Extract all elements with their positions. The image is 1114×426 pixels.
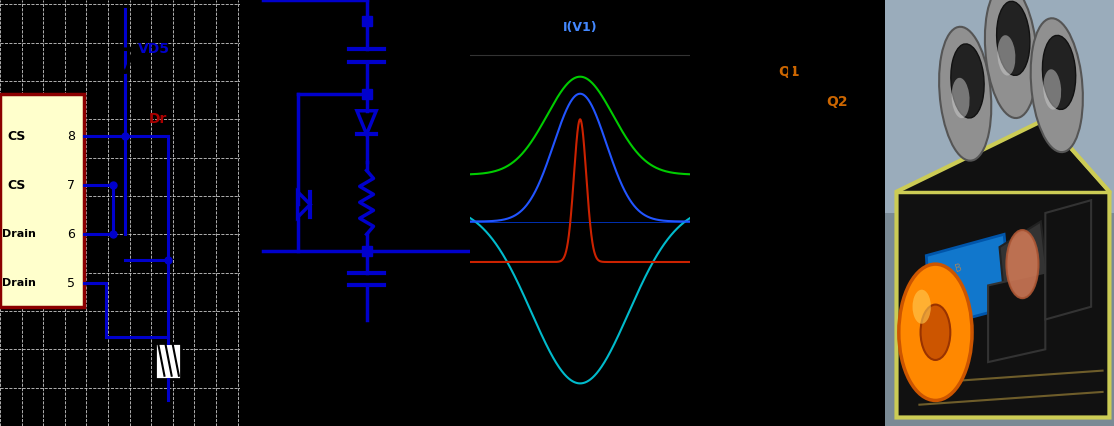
Text: I(V1): I(V1) [563, 21, 597, 34]
Ellipse shape [1043, 35, 1076, 109]
Circle shape [899, 264, 973, 400]
Polygon shape [999, 222, 1049, 320]
Text: 6: 6 [67, 228, 75, 241]
Text: D6: D6 [390, 116, 413, 131]
Ellipse shape [1030, 18, 1083, 152]
Text: VD5: VD5 [138, 42, 170, 56]
Circle shape [912, 290, 931, 324]
Bar [885, 213, 1114, 426]
Text: 10μ: 10μ [390, 52, 422, 67]
Text: LED: LED [809, 146, 829, 155]
Ellipse shape [997, 1, 1030, 75]
Text: {Rvf}: {Rvf} [390, 198, 436, 211]
Ellipse shape [939, 27, 991, 161]
Text: 10μ: 10μ [390, 291, 422, 306]
Text: B: B [954, 263, 962, 274]
Text: CS: CS [7, 179, 26, 192]
Text: D5: D5 [319, 197, 342, 212]
Bar [885, 0, 1114, 213]
Polygon shape [1045, 200, 1091, 320]
Bar [155, 343, 182, 379]
Text: Q1: Q1 [778, 66, 800, 79]
Ellipse shape [951, 44, 984, 118]
Text: CS: CS [7, 130, 26, 143]
Text: 5: 5 [67, 277, 75, 290]
Polygon shape [810, 258, 824, 283]
Text: Q2: Q2 [827, 95, 848, 109]
Bar [0, 94, 84, 307]
Circle shape [920, 305, 950, 360]
Polygon shape [988, 273, 1045, 362]
Text: R1: R1 [390, 176, 412, 191]
Ellipse shape [997, 35, 1015, 75]
Text: Drain: Drain [2, 229, 37, 239]
Text: Drain: Drain [2, 278, 37, 288]
Text: Dr: Dr [149, 112, 167, 126]
Polygon shape [926, 234, 1012, 328]
Text: 7: 7 [67, 179, 75, 192]
Ellipse shape [951, 78, 969, 118]
Ellipse shape [1043, 69, 1062, 109]
Polygon shape [810, 177, 824, 202]
Text: 8: 8 [67, 130, 75, 143]
Ellipse shape [1006, 230, 1038, 298]
Text: I: I [803, 147, 807, 160]
Ellipse shape [985, 0, 1037, 118]
Polygon shape [897, 119, 1110, 417]
Text: C1: C1 [390, 26, 411, 42]
Text: C2: C2 [390, 273, 411, 289]
